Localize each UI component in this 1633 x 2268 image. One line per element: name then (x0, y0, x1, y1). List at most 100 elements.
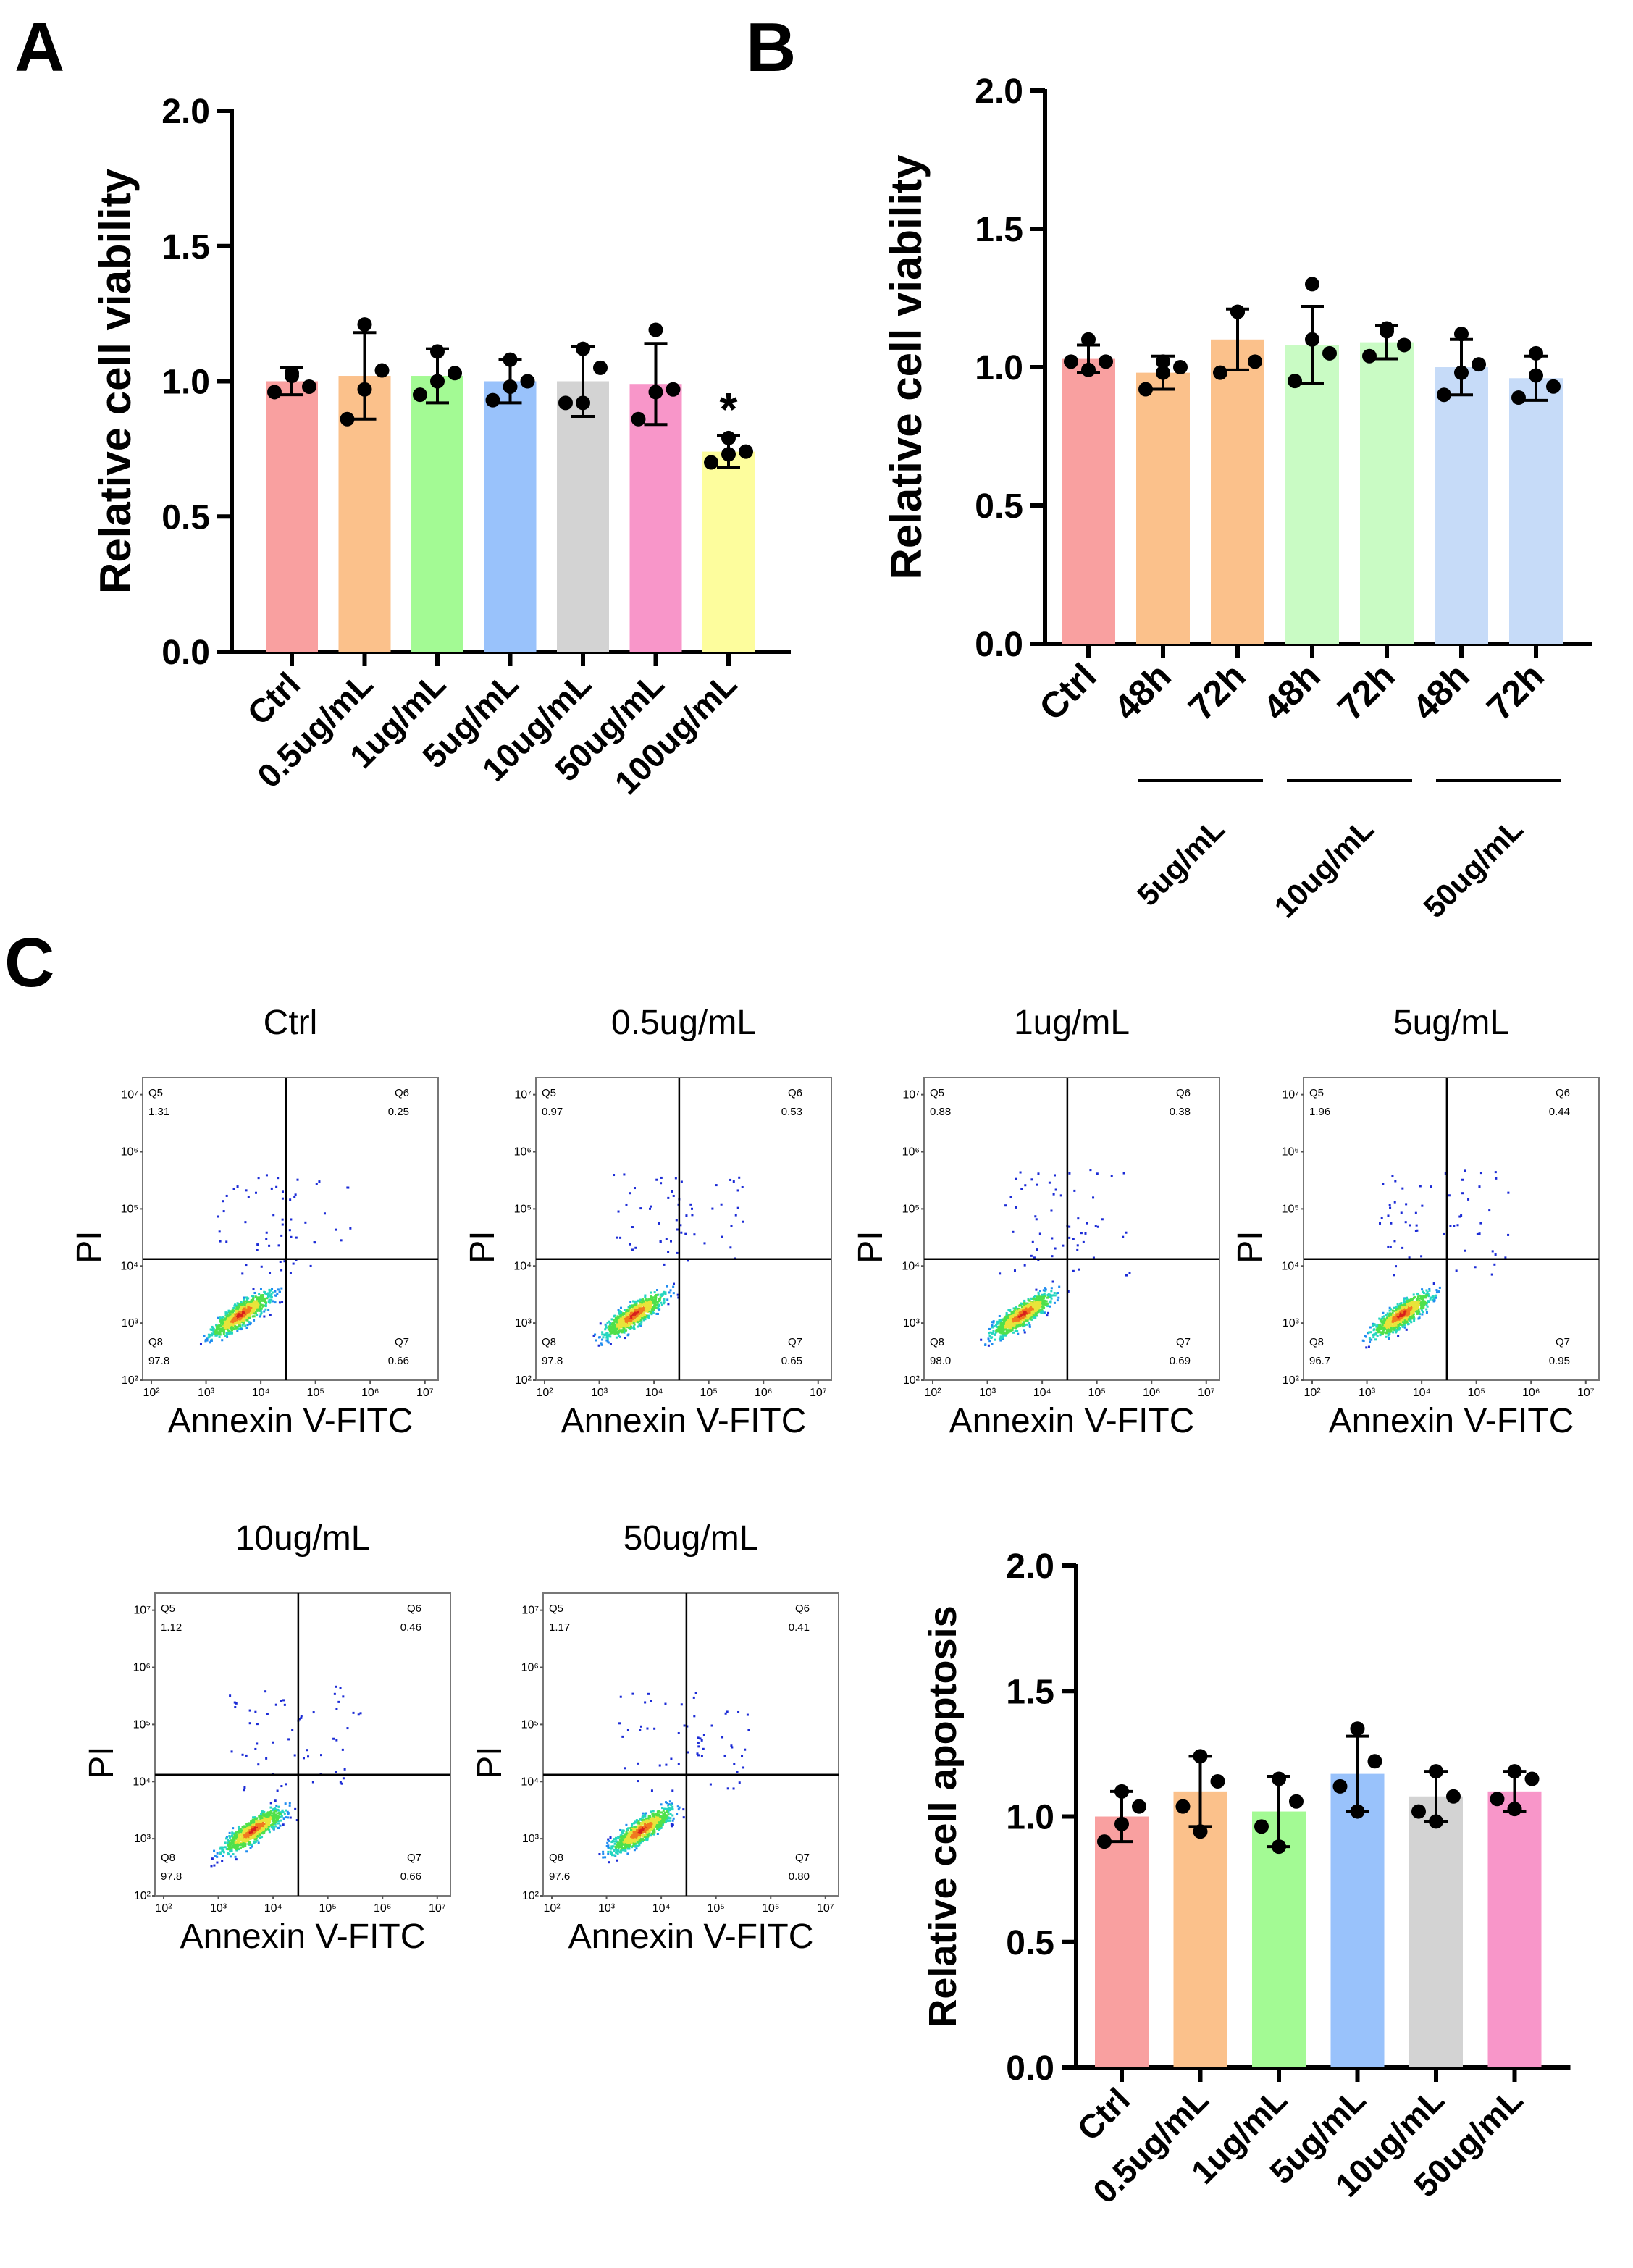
event-dot (1044, 1295, 1046, 1298)
event-dot (1029, 1307, 1032, 1310)
event-dot (282, 1823, 285, 1826)
quadrant-value: 0.69 (1170, 1355, 1191, 1367)
event-dot (1028, 1311, 1031, 1314)
event-dot (251, 1305, 254, 1308)
event-dot (1015, 1306, 1017, 1309)
x-axis-title: Annexin V-FITC (561, 1402, 807, 1440)
data-point (1511, 390, 1526, 406)
event-dot (251, 1836, 253, 1839)
event-dot (259, 1294, 262, 1297)
event-dot (1406, 1319, 1409, 1322)
event-dot (621, 1314, 624, 1317)
event-dot (605, 1332, 608, 1335)
event-dot (259, 1820, 262, 1823)
event-dot (217, 1332, 219, 1335)
event-dot (1012, 1230, 1015, 1233)
event-dot (1001, 1331, 1004, 1334)
event-dot (1015, 1177, 1017, 1180)
event-dot (653, 1306, 656, 1309)
event-dot (630, 1316, 633, 1319)
event-dot (1377, 1330, 1380, 1333)
event-dot (1410, 1306, 1413, 1309)
event-dot (1018, 1313, 1021, 1316)
event-dot (1403, 1297, 1406, 1300)
event-dot (637, 1300, 639, 1303)
event-dot (1410, 1321, 1413, 1324)
event-dot (592, 1334, 595, 1337)
event-dot (1051, 1255, 1054, 1258)
event-dot (1387, 1245, 1390, 1248)
event-dot (236, 1308, 239, 1311)
event-dot (232, 1841, 235, 1844)
event-dot (1038, 1305, 1041, 1308)
y-log-tick: 10⁵ (514, 1203, 532, 1215)
event-dot (658, 1308, 661, 1311)
event-dot (1011, 1323, 1014, 1326)
event-dot (672, 1194, 675, 1197)
event-dot (1020, 1188, 1023, 1190)
event-dot (217, 1316, 219, 1319)
event-dot (1390, 1316, 1393, 1319)
event-dot (264, 1301, 266, 1304)
event-dot (999, 1322, 1002, 1324)
event-dot (253, 1819, 256, 1822)
event-dot (647, 1302, 650, 1305)
event-dot (276, 1293, 279, 1295)
event-dot (652, 1296, 655, 1299)
event-dot (222, 1851, 225, 1854)
event-dot (1125, 1231, 1128, 1234)
event-dot (296, 1178, 299, 1181)
event-dot (1369, 1338, 1372, 1341)
event-dot (292, 1262, 295, 1265)
event-dot (610, 1330, 613, 1333)
event-dot (1393, 1328, 1395, 1331)
event-cloud (210, 1685, 362, 1868)
event-dot (1012, 1320, 1015, 1323)
quadrant-name: Q7 (395, 1336, 409, 1348)
event-dot (222, 1325, 224, 1328)
quadrant-value: 0.25 (388, 1106, 409, 1118)
event-dot (1076, 1244, 1079, 1247)
event-dot (235, 1304, 238, 1307)
event-dot (207, 1333, 210, 1336)
event-dot (259, 1288, 262, 1290)
event-dot (623, 1316, 626, 1319)
event-dot (247, 1306, 250, 1309)
event-dot (1424, 1296, 1427, 1299)
event-dot (1378, 1330, 1381, 1332)
event-dot (261, 1810, 264, 1813)
event-dot (1000, 1319, 1003, 1322)
event-dot (223, 1317, 226, 1320)
data-point (1213, 365, 1227, 380)
event-dot (1067, 1290, 1070, 1293)
event-dot (1004, 1204, 1007, 1207)
event-dot (227, 1311, 230, 1314)
event-dot (229, 1855, 232, 1858)
data-point (593, 360, 608, 375)
event-dot (1013, 1322, 1016, 1324)
event-dot (604, 1323, 607, 1326)
event-dot (1072, 1238, 1075, 1240)
event-dot (230, 1313, 233, 1316)
x-axis-title: Annexin V-FITC (168, 1402, 414, 1440)
event-dot (1128, 1272, 1131, 1274)
x-axis-title: Annexin V-FITC (1329, 1402, 1574, 1440)
event-dot (658, 1222, 660, 1225)
event-dot (1006, 1314, 1009, 1316)
event-dot (232, 1317, 235, 1320)
event-dot (242, 1309, 245, 1311)
event-dot (1009, 1314, 1012, 1316)
event-dot (294, 1193, 297, 1196)
x-tick-label: 48h (1255, 655, 1328, 728)
event-dot (625, 1316, 628, 1319)
event-dot (1413, 1317, 1416, 1320)
event-dot (1383, 1324, 1386, 1327)
event-dot (318, 1180, 321, 1183)
event-dot (663, 1290, 666, 1293)
event-dot (631, 1309, 634, 1312)
event-dot (250, 1303, 253, 1306)
event-dot (619, 1320, 622, 1323)
event-dot (1388, 1312, 1391, 1315)
event-dot (251, 1818, 254, 1821)
event-dot (1033, 1300, 1036, 1303)
